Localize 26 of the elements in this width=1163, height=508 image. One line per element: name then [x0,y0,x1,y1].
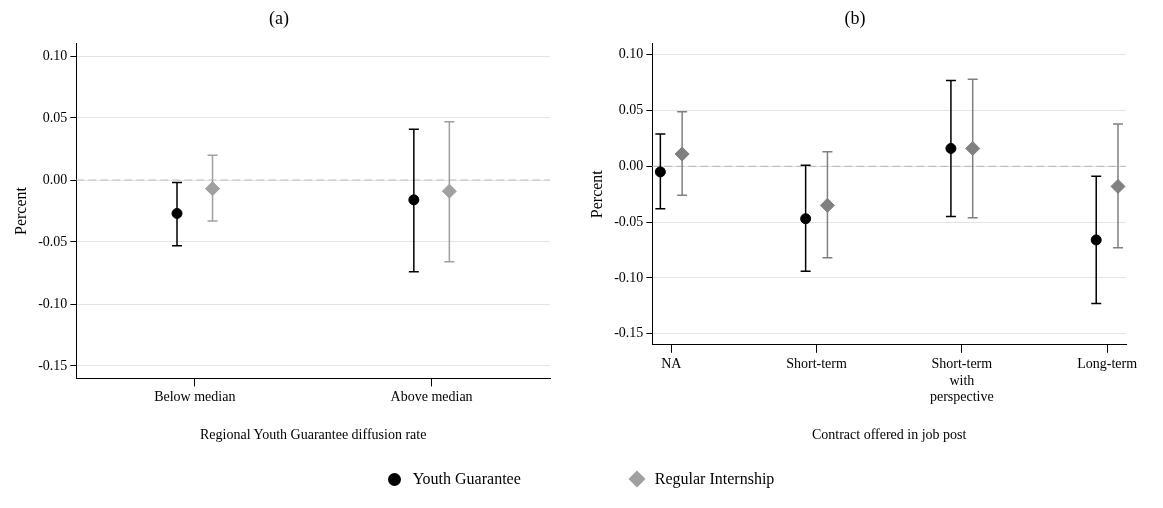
y-tick-label: -0.05 [614,213,644,229]
legend-label: Youth Guarantee [412,470,521,488]
x-tick-label: Long-term [1077,355,1138,371]
x-axis-title: Regional Youth Guarantee diffusion rate [199,427,427,443]
x-tick-label: Below median [154,389,236,405]
chart-title: (b) [844,7,866,29]
x-tick-label: NA [661,355,683,371]
chart-title: (a) [269,7,289,29]
y-axis-title: Percent [587,169,605,219]
x-tick-label: Short-term with perspective [929,355,994,405]
x-tick-label: Short-term [786,355,847,371]
y-tick-label: -0.15 [38,357,68,373]
y-tick-label: 0.10 [618,46,644,62]
legend-label: Regular Internship [654,470,775,488]
y-tick-label: -0.15 [614,325,644,341]
y-tick-label: 0.10 [42,47,68,63]
y-tick-label: -0.10 [38,295,68,311]
y-tick-label: 0.05 [42,109,68,125]
y-tick-label: -0.05 [38,233,68,249]
x-tick-label: Above median [390,389,473,405]
y-tick-label: 0.00 [618,157,644,173]
y-tick-label: -0.10 [614,269,644,285]
y-tick-label: 0.05 [618,102,644,118]
y-axis-title: Percent [11,186,29,235]
y-tick-label: 0.00 [42,171,68,187]
x-axis-title: Contract offered in job post [811,427,967,443]
